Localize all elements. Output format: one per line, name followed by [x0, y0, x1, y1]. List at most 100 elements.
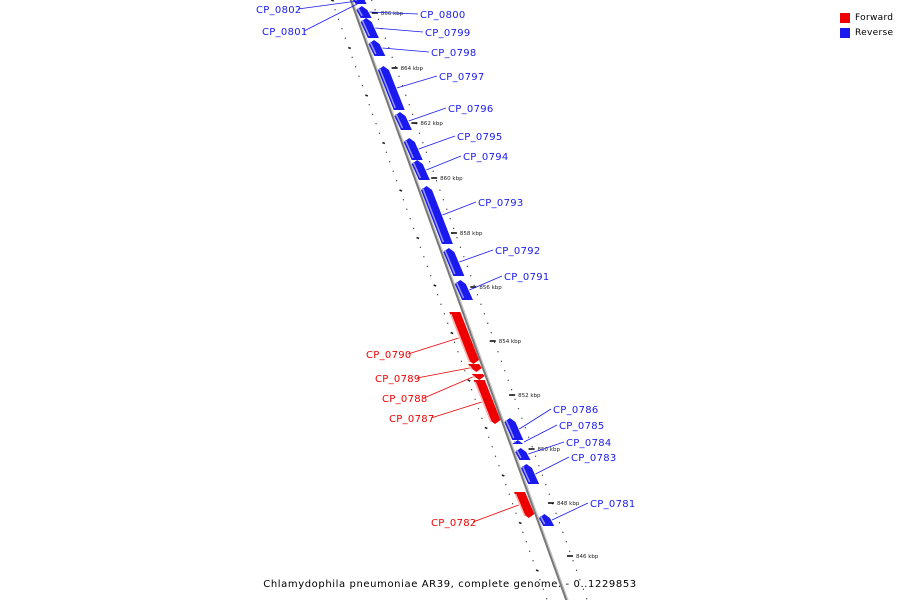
- gene-feature[interactable]: [520, 464, 540, 484]
- gene-label[interactable]: CP_0797: [439, 72, 485, 83]
- scale-dot: [344, 37, 347, 39]
- gene-label[interactable]: CP_0802: [256, 5, 302, 16]
- gene-label[interactable]: CP_0784: [566, 438, 612, 449]
- scale-dot: [500, 360, 503, 362]
- genome-caption: Chlamydophila pneumoniae AR39, complete …: [263, 579, 637, 590]
- scale-dot: [370, 0, 373, 1]
- label-leader-line: [519, 408, 552, 430]
- gene-arrow: [394, 112, 412, 130]
- gene-label[interactable]: CP_0788: [382, 394, 428, 405]
- gene-arrow-shade: [514, 493, 526, 517]
- scale-dot: [464, 370, 466, 372]
- scale-dot: [582, 588, 585, 590]
- scale-dot: [409, 218, 411, 220]
- scale-dot: [541, 474, 544, 476]
- gene-feature[interactable]: [538, 514, 555, 526]
- scale-dot: [508, 493, 510, 495]
- gene-label[interactable]: CP_0781: [590, 499, 636, 510]
- gene-arrow: [504, 418, 524, 440]
- gene-label[interactable]: CP_0796: [448, 104, 494, 115]
- gene-arrow: [515, 448, 531, 460]
- scale-dot: [477, 408, 480, 410]
- gene-arrow-shade: [444, 249, 456, 275]
- label-leader-line: [297, 0, 365, 10]
- gene-feature[interactable]: [471, 374, 485, 380]
- gene-feature[interactable]: [403, 138, 423, 160]
- gene-label[interactable]: CP_0794: [463, 152, 509, 163]
- gene-label[interactable]: CP_0795: [457, 132, 503, 143]
- gene-label[interactable]: CP_0782: [431, 518, 477, 529]
- gene-feature[interactable]: [411, 160, 430, 180]
- label-leader-line: [418, 135, 456, 150]
- gene-feature[interactable]: [473, 380, 501, 424]
- gene-label[interactable]: CP_0798: [431, 48, 477, 59]
- scale-dot: [481, 417, 483, 419]
- scale-dot: [483, 313, 486, 315]
- scale-dot: [453, 341, 456, 343]
- gene-arrow-shade: [357, 7, 363, 17]
- gene-label[interactable]: CP_0783: [571, 453, 617, 464]
- gene-label[interactable]: CP_0800: [420, 10, 466, 21]
- gene-label[interactable]: CP_0787: [389, 414, 435, 425]
- scale-dot: [501, 474, 505, 477]
- tick-label: 864 kbp: [401, 66, 424, 72]
- gene-feature[interactable]: [421, 186, 453, 244]
- gene-feature[interactable]: [377, 66, 405, 110]
- scale-dot: [474, 398, 476, 400]
- legend-label-reverse: Reverse: [855, 27, 894, 38]
- scale-dot: [528, 550, 531, 552]
- scale-dot: [460, 360, 463, 362]
- forward-swatch-icon: [840, 12, 850, 23]
- scale-dot: [511, 503, 514, 505]
- gene-feature[interactable]: [515, 448, 531, 460]
- gene-arrow-shade: [412, 161, 422, 179]
- scale-dot: [392, 170, 394, 172]
- scale-dot: [532, 560, 534, 562]
- scale-dot: [457, 351, 459, 353]
- scale-dot: [425, 151, 428, 153]
- gene-feature[interactable]: [449, 312, 479, 364]
- gene-arrow-shade: [474, 381, 492, 423]
- label-leader-line: [382, 47, 430, 53]
- label-leader-line: [430, 401, 482, 419]
- scale-dot: [521, 417, 523, 419]
- tick-label: 860 kbp: [440, 176, 463, 182]
- scale-dot: [447, 322, 449, 324]
- tick-label: 858 kbp: [460, 231, 483, 237]
- gene-feature[interactable]: [443, 248, 465, 276]
- gene-label[interactable]: CP_0791: [504, 272, 550, 283]
- gene-label[interactable]: CP_0792: [495, 246, 541, 257]
- gene-feature[interactable]: [368, 40, 386, 56]
- gene-feature[interactable]: [512, 440, 525, 444]
- label-leader-line: [396, 75, 438, 89]
- label-leader-line: [426, 155, 462, 171]
- gene-feature[interactable]: [360, 18, 379, 38]
- scale-dot: [384, 37, 387, 39]
- gene-feature[interactable]: [394, 112, 412, 130]
- gene-arrow-shade: [354, 0, 358, 2]
- gene-feature[interactable]: [467, 364, 482, 372]
- gene-label[interactable]: CP_0793: [478, 198, 524, 209]
- gene-feature[interactable]: [356, 6, 372, 18]
- label-leader-line: [535, 456, 570, 475]
- gene-label[interactable]: CP_0799: [425, 28, 471, 39]
- scale-dot: [450, 331, 454, 335]
- gene-feature[interactable]: [513, 492, 535, 518]
- scale-dot: [416, 236, 420, 240]
- gene-label[interactable]: CP_0790: [366, 350, 412, 361]
- gene-feature[interactable]: [454, 280, 473, 300]
- gene-label[interactable]: CP_0789: [375, 374, 421, 385]
- scale-dot: [546, 598, 548, 600]
- gene-feature[interactable]: [504, 418, 524, 440]
- gene-arrow: [356, 6, 372, 18]
- gene-arrow-shade: [378, 67, 396, 109]
- gene-label[interactable]: CP_0801: [262, 27, 308, 38]
- scale-dot: [542, 588, 545, 590]
- scale-dot: [459, 246, 462, 248]
- gene-label[interactable]: CP_0785: [559, 421, 605, 432]
- scale-dot: [330, 0, 335, 2]
- gene-arrow: [471, 374, 485, 380]
- scale-dot: [375, 123, 377, 125]
- gene-label[interactable]: CP_0786: [553, 405, 599, 416]
- label-leader-line: [551, 502, 589, 521]
